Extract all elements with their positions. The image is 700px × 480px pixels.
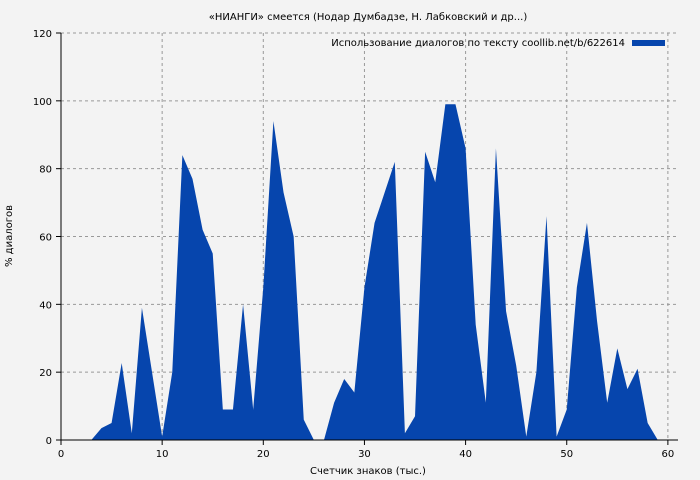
x-tick-label: 50 bbox=[560, 449, 573, 460]
y-axis-label: % диалогов bbox=[4, 205, 15, 267]
x-tick-label: 10 bbox=[156, 449, 169, 460]
x-tick-label: 0 bbox=[58, 449, 64, 460]
y-tick-label: 0 bbox=[46, 436, 52, 447]
x-tick-label: 60 bbox=[662, 449, 675, 460]
x-tick-label: 20 bbox=[257, 449, 270, 460]
x-axis-label: Счетчик знаков (тыс.) bbox=[310, 466, 426, 477]
y-tick-label: 40 bbox=[39, 300, 52, 311]
x-tick-label: 30 bbox=[358, 449, 371, 460]
y-tick-label: 20 bbox=[39, 368, 52, 379]
legend-label: Использование диалогов по тексту coollib… bbox=[331, 38, 625, 49]
y-tick-label: 120 bbox=[33, 29, 52, 40]
y-tick-label: 100 bbox=[33, 97, 52, 108]
x-tick-label: 40 bbox=[459, 449, 472, 460]
series-area bbox=[91, 104, 658, 440]
y-tick-label: 60 bbox=[39, 233, 52, 244]
chart-title: «НИАНГИ» смеется (Нодар Думбадзе, Н. Лаб… bbox=[209, 12, 528, 23]
legend-swatch bbox=[632, 40, 665, 46]
y-tick-label: 80 bbox=[39, 165, 52, 176]
